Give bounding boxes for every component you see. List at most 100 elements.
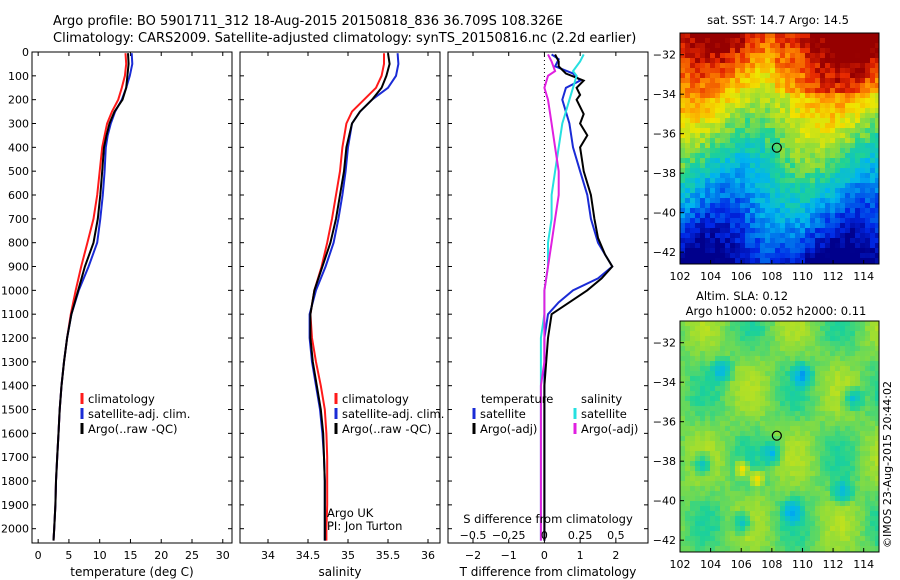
- difference-xtick-label: −2: [465, 549, 481, 562]
- depth-tick-label: 1300: [1, 356, 29, 369]
- difference-axes-box: [447, 51, 649, 544]
- temperature-xtick-label: 25: [185, 549, 199, 562]
- sst_map-ytick-label: −42: [653, 246, 676, 259]
- argo-location-marker: [771, 142, 782, 153]
- sst_map-xtick-label: 106: [731, 270, 752, 283]
- difference-xlabel: T difference from climatology: [459, 565, 637, 579]
- temperature-panel: 0 5 10 15 20 25 30 temperature (deg C) 0 100 200 30…: [1, 46, 233, 579]
- depth-tick-label: 1100: [1, 308, 29, 321]
- temperature-legend-label: satellite: [480, 407, 526, 421]
- sst_map-xtick-label: 104: [700, 270, 721, 283]
- depth-tick-label: 600: [8, 189, 29, 202]
- sst_map-image: [680, 33, 879, 264]
- credit-text: ©IMOS 23-Aug-2015 20:44:02: [881, 381, 894, 548]
- depth-tick-label: 1200: [1, 332, 29, 345]
- sst-map-title: sat. SST: 14.7 Argo: 14.5: [707, 13, 849, 27]
- salinity-legend-label: climatology: [342, 392, 409, 406]
- temperature-legend-label: temperature: [481, 392, 553, 406]
- salinity-panel: 34 34.5 35 35.5 36 salinity climatologysatelli…: [239, 51, 444, 579]
- depth-tick-label: 100: [8, 70, 29, 83]
- sla_map-frame: [679, 320, 880, 553]
- sla_map-xtick-label: 108: [761, 558, 782, 571]
- sst_map-panel: 102 104 106 108 110 112 114 −32 −34 −36 −38 −40 −42 s…: [653, 13, 880, 283]
- sst_map-xtick-label: 108: [761, 270, 782, 283]
- depth-tick-label: 300: [8, 118, 29, 131]
- series-line-salinity-argo-adj-: [539, 53, 560, 541]
- sla_map-xtick-label: 112: [823, 558, 844, 571]
- depth-tick-label: 400: [8, 141, 29, 154]
- sla-map-title: Altim. SLA: 0.12: [696, 289, 788, 303]
- temperature-legend-label: climatology: [88, 392, 155, 406]
- header-line1: Argo profile: BO 5901711_312 18-Aug-2015…: [53, 14, 563, 29]
- depth-tick-label: 1700: [1, 451, 29, 464]
- sla_map-xtick-label: 110: [792, 558, 813, 571]
- s-difference-tick-label: 0.5: [607, 529, 625, 542]
- s-difference-tick-label: −0.5: [460, 529, 487, 542]
- sla_map-ytick-label: −42: [653, 534, 676, 547]
- temperature-xtick-label: 0: [35, 549, 42, 562]
- s-difference-label: S difference from climatology: [463, 512, 633, 526]
- depth-tick-label: 1500: [1, 404, 29, 417]
- salinity-xtick-label: 34.5: [296, 549, 321, 562]
- temperature-axes-box: [31, 51, 233, 544]
- temperature-xtick-label: 30: [216, 549, 230, 562]
- sst_map-xtick-label: 114: [853, 270, 874, 283]
- depth-tick-label: 1900: [1, 499, 29, 512]
- depth-tick-label: 800: [8, 237, 29, 250]
- sla_map-xtick-label: 104: [700, 558, 721, 571]
- difference-xtick-label: −1: [501, 549, 517, 562]
- temperature-xtick-label: 10: [93, 549, 107, 562]
- sla-map-subtitle: Argo h1000: 0.052 h2000: 0.11: [686, 304, 867, 318]
- sst_map-xtick-label: 102: [670, 270, 691, 283]
- temperature-xtick-label: 20: [154, 549, 168, 562]
- sla_map-xtick-label: 106: [731, 558, 752, 571]
- salinity-legend-label: salinity: [581, 392, 622, 406]
- header-line2: Climatology: CARS2009. Satellite-adjuste…: [53, 31, 636, 46]
- s-difference-tick-label: −0.25: [492, 529, 526, 542]
- sst_map-ytick-label: −34: [653, 88, 676, 101]
- depth-tick-label: 1800: [1, 475, 29, 488]
- s-difference-tick-label: 0: [541, 529, 548, 542]
- sla_map-ytick-label: −40: [653, 495, 676, 508]
- depth-tick-label: 2000: [1, 523, 29, 536]
- sla_map-ytick-label: −36: [653, 416, 676, 429]
- sst_map-ytick-label: −38: [653, 167, 676, 180]
- argo-location-marker: [771, 430, 782, 441]
- salinity-legend-label: satellite-adj. clim.: [342, 407, 444, 421]
- temperature-legend-label: Argo(..raw -QC): [88, 422, 178, 436]
- salinity-xtick-label: 34: [261, 549, 275, 562]
- depth-tick-label: 500: [8, 165, 29, 178]
- temperature-xlabel: temperature (deg C): [70, 565, 193, 579]
- depth-tick-label: 0: [22, 46, 29, 59]
- s-difference-tick-label: 0.25: [568, 529, 593, 542]
- salinity-xtick-label: 36: [421, 549, 435, 562]
- sst_map-ytick-label: −36: [653, 128, 676, 141]
- sla_map-xtick-label: 102: [670, 558, 691, 571]
- argo-annotation: Argo UK: [327, 506, 374, 520]
- sst_map-xtick-label: 112: [823, 270, 844, 283]
- sla_map-panel: 102 104 106 108 110 112 114 −32 −34 −36 −38 −40 −42 A…: [653, 289, 880, 571]
- sla_map-image: [680, 321, 879, 552]
- series-line-argo-raw-qc-: [52, 53, 130, 541]
- salinity-xtick-label: 35: [341, 549, 355, 562]
- temperature-legend-label: satellite-adj. clim.: [88, 407, 190, 421]
- depth-tick-label: 200: [8, 94, 29, 107]
- temperature-xtick-label: 5: [65, 549, 72, 562]
- salinity-axes-box: [239, 51, 441, 544]
- sst_map-xtick-label: 110: [792, 270, 813, 283]
- depth-tick-label: 900: [8, 261, 29, 274]
- depth-tick-label: 700: [8, 213, 29, 226]
- salinity-legend-label: satellite: [581, 407, 627, 421]
- sst_map-ytick-label: −40: [653, 207, 676, 220]
- sst_map-frame: [679, 32, 880, 265]
- salinity-xtick-label: 35.5: [376, 549, 401, 562]
- difference-xtick-label: 0: [541, 549, 548, 562]
- salinity-xlabel: salinity: [318, 565, 361, 579]
- depth-tick-label: 1600: [1, 427, 29, 440]
- depth-tick-label: 1400: [1, 380, 29, 393]
- sla_map-ytick-label: −34: [653, 376, 676, 389]
- argo-annotation: PI: Jon Turton: [327, 519, 402, 533]
- difference-xtick-label: 1: [577, 549, 584, 562]
- series-line-temperature-argo-adj-: [543, 53, 614, 541]
